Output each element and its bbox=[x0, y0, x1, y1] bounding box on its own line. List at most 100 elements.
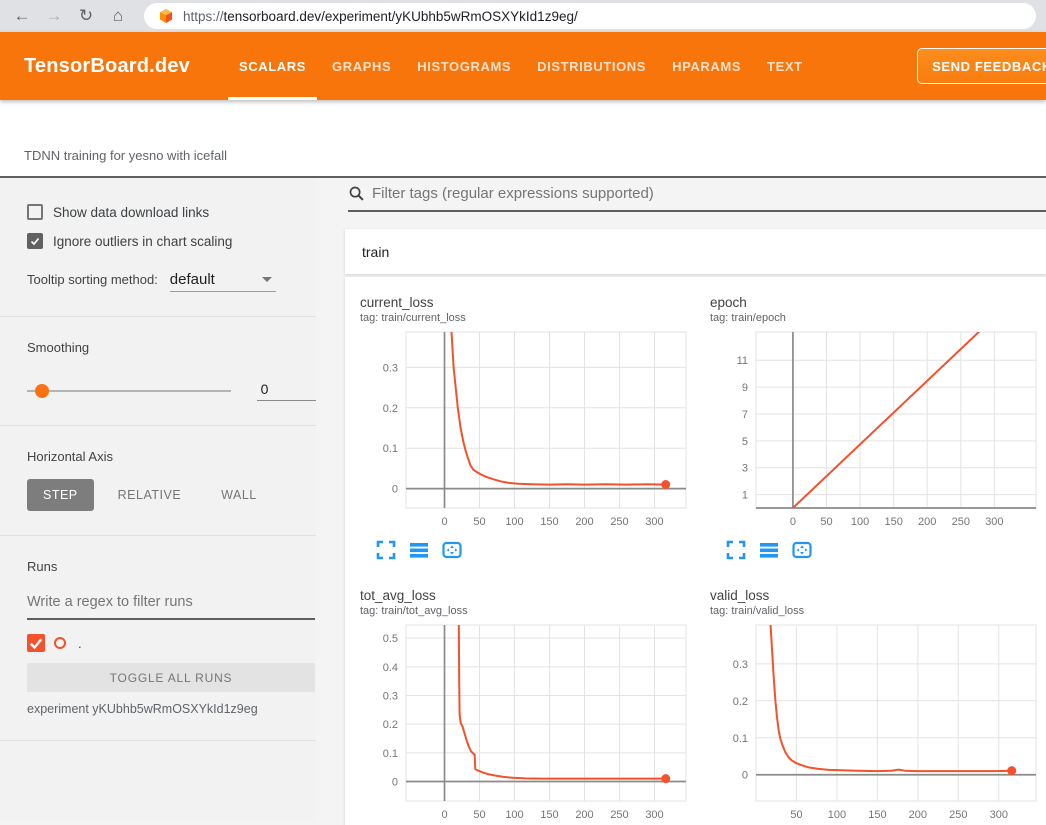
svg-text:0.3: 0.3 bbox=[733, 659, 748, 671]
expand-chart-icon[interactable] bbox=[376, 540, 396, 560]
nav-tabs: SCALARS GRAPHS HISTOGRAMS DISTRIBUTIONS … bbox=[226, 32, 816, 100]
svg-text:0.1: 0.1 bbox=[383, 748, 398, 760]
tensorboard-favicon-icon bbox=[158, 8, 174, 24]
chart-title: valid_loss bbox=[710, 588, 1045, 603]
svg-text:200: 200 bbox=[575, 516, 593, 528]
runs-label: Runs bbox=[27, 559, 316, 574]
smoothing-label: Smoothing bbox=[27, 340, 316, 355]
svg-text:50: 50 bbox=[473, 516, 485, 528]
tooltip-sorting-select[interactable]: default bbox=[170, 271, 276, 292]
selected-value: default bbox=[170, 271, 215, 288]
slider-track bbox=[27, 390, 231, 392]
svg-text:200: 200 bbox=[575, 809, 593, 821]
log-scale-icon[interactable] bbox=[409, 540, 429, 560]
experiment-title-bar: TDNN training for yesno with icefall bbox=[0, 100, 1046, 178]
address-bar[interactable]: https://tensorboard.dev/experiment/yKUbh… bbox=[144, 3, 1036, 29]
line-chart[interactable]: 05010015020025030000.10.20.3 bbox=[360, 330, 695, 530]
svg-text:100: 100 bbox=[851, 516, 869, 528]
tag-filter-input[interactable] bbox=[372, 185, 1046, 202]
show-download-links-checkbox-row[interactable]: Show data download links bbox=[27, 204, 316, 220]
chart-tag: tag: train/tot_avg_loss bbox=[360, 605, 695, 617]
svg-text:9: 9 bbox=[742, 382, 748, 394]
svg-text:150: 150 bbox=[540, 516, 558, 528]
checkbox-checked-icon[interactable] bbox=[27, 233, 43, 249]
forward-icon[interactable]: → bbox=[40, 2, 68, 30]
svg-text:250: 250 bbox=[952, 516, 970, 528]
run-name: . bbox=[78, 636, 82, 651]
svg-text:150: 150 bbox=[540, 809, 558, 821]
run-filter-input[interactable] bbox=[27, 588, 315, 620]
reload-icon[interactable]: ↻ bbox=[72, 2, 100, 30]
tag-group-header[interactable]: train bbox=[345, 229, 1046, 274]
back-icon[interactable]: ← bbox=[8, 2, 36, 30]
svg-text:250: 250 bbox=[949, 809, 967, 821]
chevron-down-icon bbox=[262, 277, 272, 282]
tab-scalars[interactable]: SCALARS bbox=[226, 32, 319, 100]
wall-axis-button[interactable]: WALL bbox=[205, 479, 273, 511]
chart-tag: tag: train/epoch bbox=[710, 312, 1045, 324]
svg-text:3: 3 bbox=[742, 463, 748, 475]
tab-text[interactable]: TEXT bbox=[754, 32, 816, 100]
svg-text:0.1: 0.1 bbox=[733, 733, 748, 745]
ignore-outliers-checkbox-row[interactable]: Ignore outliers in chart scaling bbox=[27, 233, 316, 249]
url-text: https://tensorboard.dev/experiment/yKUbh… bbox=[183, 9, 578, 24]
fit-domain-icon[interactable] bbox=[442, 540, 462, 560]
run-color-ring-icon[interactable] bbox=[54, 637, 66, 649]
smoothing-slider[interactable] bbox=[27, 384, 231, 398]
svg-text:0.3: 0.3 bbox=[383, 362, 398, 374]
svg-text:50: 50 bbox=[790, 809, 802, 821]
svg-text:300: 300 bbox=[990, 809, 1008, 821]
smoothing-value-field[interactable]: 0 bbox=[257, 381, 316, 401]
tab-graphs[interactable]: GRAPHS bbox=[319, 32, 404, 100]
checkbox-unchecked-icon[interactable] bbox=[27, 204, 43, 220]
svg-text:300: 300 bbox=[645, 516, 663, 528]
svg-text:150: 150 bbox=[868, 809, 886, 821]
run-row[interactable]: . bbox=[27, 634, 316, 652]
toggle-all-runs-button[interactable]: TOGGLE ALL RUNS bbox=[27, 663, 315, 692]
svg-text:11: 11 bbox=[737, 355, 748, 367]
line-chart[interactable]: 05010015020025030000.10.20.30.40.5 bbox=[360, 623, 695, 823]
fit-domain-icon[interactable] bbox=[792, 540, 812, 560]
svg-text:250: 250 bbox=[610, 516, 628, 528]
line-chart[interactable]: 0501001502002503001357911 bbox=[710, 330, 1045, 530]
run-checkbox-checked-icon[interactable] bbox=[27, 634, 45, 652]
svg-text:0.2: 0.2 bbox=[383, 403, 398, 415]
svg-text:7: 7 bbox=[742, 409, 748, 421]
app-header: TensorBoard.dev SCALARS GRAPHS HISTOGRAM… bbox=[0, 32, 1046, 100]
svg-text:200: 200 bbox=[909, 809, 927, 821]
chart-cell-valid-loss: valid_loss tag: train/valid_loss 5010015… bbox=[695, 584, 1045, 825]
tab-hparams[interactable]: HPARAMS bbox=[659, 32, 754, 100]
svg-text:0: 0 bbox=[392, 484, 398, 496]
svg-text:0: 0 bbox=[441, 809, 447, 821]
browser-toolbar: ← → ↻ ⌂ https://tensorboard.dev/experime… bbox=[0, 0, 1046, 32]
home-icon[interactable]: ⌂ bbox=[104, 2, 132, 30]
chart-tag: tag: train/valid_loss bbox=[710, 605, 1045, 617]
tab-histograms[interactable]: HISTOGRAMS bbox=[404, 32, 524, 100]
svg-text:5: 5 bbox=[742, 436, 748, 448]
svg-text:200: 200 bbox=[918, 516, 936, 528]
divider bbox=[0, 316, 316, 317]
svg-text:1: 1 bbox=[742, 490, 748, 502]
chart-cell-epoch: epoch tag: train/epoch 05010015020025030… bbox=[695, 291, 1045, 584]
svg-text:300: 300 bbox=[985, 516, 1003, 528]
send-feedback-button[interactable]: SEND FEEDBACK bbox=[917, 48, 1046, 84]
app-title: TensorBoard.dev bbox=[24, 55, 190, 78]
search-icon bbox=[348, 185, 365, 202]
step-axis-button[interactable]: STEP bbox=[27, 479, 94, 511]
expand-chart-icon[interactable] bbox=[726, 540, 746, 560]
svg-text:100: 100 bbox=[505, 809, 523, 821]
svg-text:0.4: 0.4 bbox=[383, 662, 398, 674]
log-scale-icon[interactable] bbox=[759, 540, 779, 560]
chart-cell-current-loss: current_loss tag: train/current_loss 050… bbox=[345, 291, 695, 584]
svg-text:0: 0 bbox=[441, 516, 447, 528]
relative-axis-button[interactable]: RELATIVE bbox=[102, 479, 198, 511]
main-panel: train current_loss tag: train/current_lo… bbox=[316, 178, 1046, 823]
svg-text:0.2: 0.2 bbox=[383, 719, 398, 731]
svg-text:100: 100 bbox=[505, 516, 523, 528]
slider-knob[interactable] bbox=[35, 384, 49, 398]
line-chart[interactable]: 5010015020025030000.10.20.3 bbox=[710, 623, 1045, 823]
tag-filter-row bbox=[348, 178, 1046, 212]
svg-text:0: 0 bbox=[742, 770, 748, 782]
tab-distributions[interactable]: DISTRIBUTIONS bbox=[524, 32, 659, 100]
checkbox-label: Ignore outliers in chart scaling bbox=[53, 234, 232, 249]
